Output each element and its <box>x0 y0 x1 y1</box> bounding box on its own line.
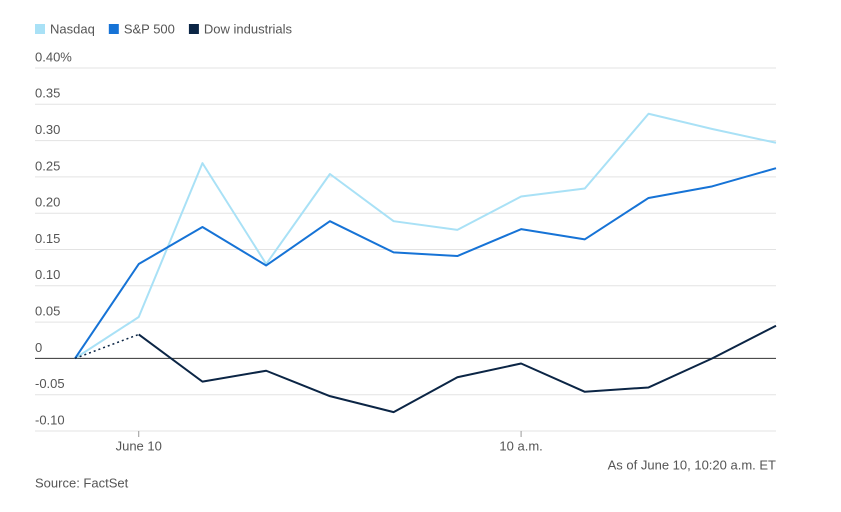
series-line <box>138 324 777 414</box>
source: Source: FactSet <box>35 475 129 490</box>
y-tick-label: 0.30 <box>35 122 60 137</box>
legend-swatch <box>108 24 119 34</box>
y-tick-label: 0.15 <box>35 231 60 246</box>
legend-label: Dow industrials <box>204 21 293 36</box>
legend-label: Nasdaq <box>50 21 95 36</box>
y-tick-label: 0 <box>35 340 42 355</box>
legend-swatch <box>35 24 45 34</box>
y-tick-label: 0.40% <box>35 49 72 64</box>
x-tick-label: June 10 <box>116 438 162 453</box>
y-tick-label: 0.25 <box>35 158 60 173</box>
legend-swatch <box>188 24 199 34</box>
y-tick-label: 0.20 <box>35 195 60 210</box>
legend-label: S&P 500 <box>124 21 175 36</box>
series-line-dotted <box>74 333 139 360</box>
y-tick-label: -0.05 <box>35 376 65 391</box>
y-tick-label: 0.35 <box>35 86 60 101</box>
x-tick-label: 10 a.m. <box>499 438 542 453</box>
annotation: As of June 10, 10:20 a.m. ET <box>608 457 776 472</box>
series-line <box>74 112 777 360</box>
series-line <box>74 167 777 359</box>
y-tick-label: -0.10 <box>35 412 65 427</box>
y-tick-label: 0.10 <box>35 267 60 282</box>
y-tick-label: 0.05 <box>35 304 60 319</box>
